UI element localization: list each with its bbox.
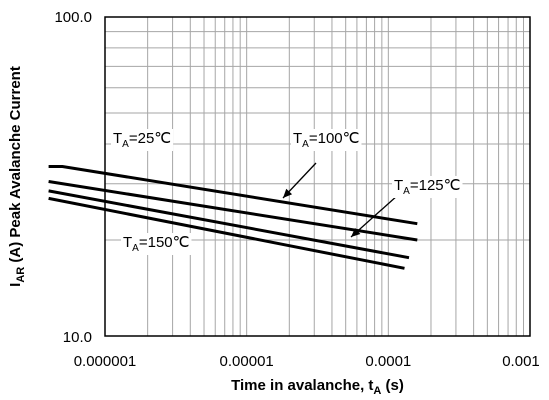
x-tick-label-1: 0.00001 xyxy=(220,353,274,370)
series-label-main: T xyxy=(123,234,132,251)
annotation-arrowhead-2 xyxy=(351,228,361,237)
series-label-post: =100℃ xyxy=(309,130,360,147)
series-label-post: =150℃ xyxy=(139,234,190,251)
series-line-0 xyxy=(48,165,418,226)
series-annotations: TA=25℃ TA=100℃TA=125℃TA=150℃ xyxy=(111,129,463,255)
series-label-main: T xyxy=(293,130,302,147)
plot-frame xyxy=(104,16,531,337)
series-label-background xyxy=(121,233,192,255)
series-label-1: TA=100℃ xyxy=(293,130,359,150)
series-label-sub: A xyxy=(403,186,410,197)
x-axis-title-sub: A xyxy=(373,385,381,397)
y-axis-title: IAR (A) Peak Avalanche Current xyxy=(7,66,27,287)
series-label-sub: A xyxy=(302,139,309,150)
annotation-arrowhead-1 xyxy=(283,188,293,198)
series-label-main: T xyxy=(394,177,403,194)
y-axis-title-sub: AR xyxy=(15,267,27,283)
x-axis-title: Time in avalanche, tA (s) xyxy=(231,377,404,397)
series-line-3 xyxy=(48,196,405,270)
series-label-sub: A xyxy=(122,139,129,150)
gridlines xyxy=(105,17,530,336)
x-axis-title-rest: (s) xyxy=(381,377,404,394)
series-label-2: TA=125℃ xyxy=(394,177,460,197)
annotation-arrow-2 xyxy=(350,194,399,238)
series-label-sub: A xyxy=(132,243,139,254)
y-tick-label-10: 10.0 xyxy=(63,329,92,346)
x-tick-label-3: 0.001 xyxy=(502,353,540,370)
y-axis-title-main: I xyxy=(7,283,24,287)
series-label-0: TA=25℃ xyxy=(113,130,171,150)
series-label-background xyxy=(291,129,362,151)
x-tick-label-0: 0.000001 xyxy=(74,353,137,370)
y-tick-label-100: 100.0 xyxy=(54,9,92,26)
series-label-main: T xyxy=(113,130,122,147)
series-label-background xyxy=(392,176,463,198)
series-label-post: =125℃ xyxy=(410,177,461,194)
series-label-background xyxy=(111,129,174,151)
series-label-post: =25℃ xyxy=(129,130,171,147)
y-axis-title-rest: (A) Peak Avalanche Current xyxy=(7,66,24,267)
x-axis-title-main: Time in avalanche, t xyxy=(231,377,373,394)
series-label-3: TA=150℃ xyxy=(123,234,189,254)
series-line-2 xyxy=(48,189,410,260)
x-tick-label-2: 0.0001 xyxy=(365,353,411,370)
